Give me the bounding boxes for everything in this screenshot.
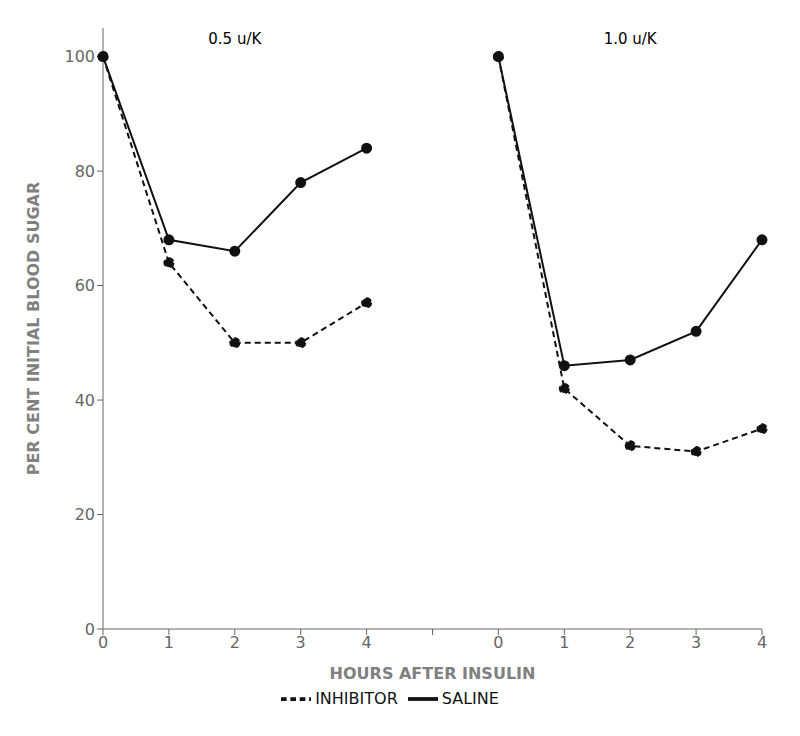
svg-text:1: 1 (559, 633, 569, 652)
svg-text:4: 4 (757, 633, 767, 652)
svg-text:0: 0 (98, 633, 108, 652)
html-text:SALINE: SALINE (441, 688, 499, 708)
svg-text:1: 1 (164, 633, 174, 652)
svg-text:40: 40 (75, 391, 95, 410)
svg-text:3: 3 (296, 633, 306, 652)
svg-text:80: 80 (75, 162, 95, 181)
svg-text:1.0 u/K: 1.0 u/K (604, 30, 658, 48)
svg-text:2: 2 (230, 633, 240, 652)
svg-text:4: 4 (362, 633, 372, 652)
svg-text:100: 100 (64, 47, 95, 66)
svg-text:60: 60 (75, 276, 95, 295)
svg-text:0.5 u/K: 0.5 u/K (208, 30, 262, 48)
html-text:INHIBITOR: INHIBITOR (315, 688, 398, 708)
svg-text:20: 20 (75, 505, 95, 524)
svg-text:0: 0 (85, 620, 95, 639)
svg-text:3: 3 (691, 633, 701, 652)
svg-text:2: 2 (625, 633, 635, 652)
svg-text:0: 0 (493, 633, 503, 652)
svg-text:PER CENT INITIAL BLOOD SUGAR: PER CENT INITIAL BLOOD SUGAR (24, 182, 43, 476)
svg-text:HOURS AFTER INSULIN: HOURS AFTER INSULIN (330, 664, 536, 683)
